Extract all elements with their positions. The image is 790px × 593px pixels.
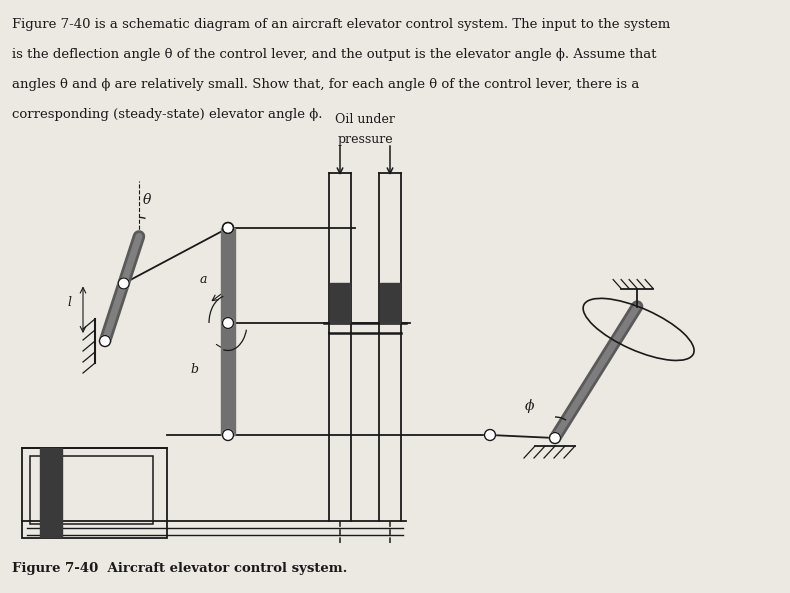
Text: angles θ and ϕ are relatively small. Show that, for each angle θ of the control : angles θ and ϕ are relatively small. Sho…: [12, 78, 639, 91]
Circle shape: [223, 222, 234, 234]
Circle shape: [484, 429, 495, 441]
Text: Figure 7-40  Aircraft elevator control system.: Figure 7-40 Aircraft elevator control sy…: [12, 562, 348, 575]
Text: corresponding (steady-state) elevator angle ϕ.: corresponding (steady-state) elevator an…: [12, 108, 322, 121]
Circle shape: [100, 336, 111, 346]
Text: l: l: [67, 296, 71, 309]
Text: Figure 7-40 is a schematic diagram of an aircraft elevator control system. The i: Figure 7-40 is a schematic diagram of an…: [12, 18, 670, 31]
Text: ϕ: ϕ: [525, 399, 535, 413]
Text: θ: θ: [143, 193, 152, 208]
Bar: [22, 448, 167, 538]
Circle shape: [550, 432, 560, 444]
Text: Oil under: Oil under: [335, 113, 395, 126]
Circle shape: [223, 429, 234, 441]
Text: a: a: [200, 273, 208, 286]
Bar: [380, 283, 400, 323]
Circle shape: [118, 278, 130, 289]
Circle shape: [223, 317, 234, 329]
Bar: [221, 228, 235, 435]
Bar: [330, 283, 350, 323]
Bar: [30, 456, 153, 524]
Circle shape: [223, 222, 234, 234]
Text: pressure: pressure: [337, 133, 393, 146]
Bar: [40, 448, 62, 537]
Text: b: b: [190, 363, 198, 376]
Text: is the deflection angle θ of the control lever, and the output is the elevator a: is the deflection angle θ of the control…: [12, 48, 656, 61]
